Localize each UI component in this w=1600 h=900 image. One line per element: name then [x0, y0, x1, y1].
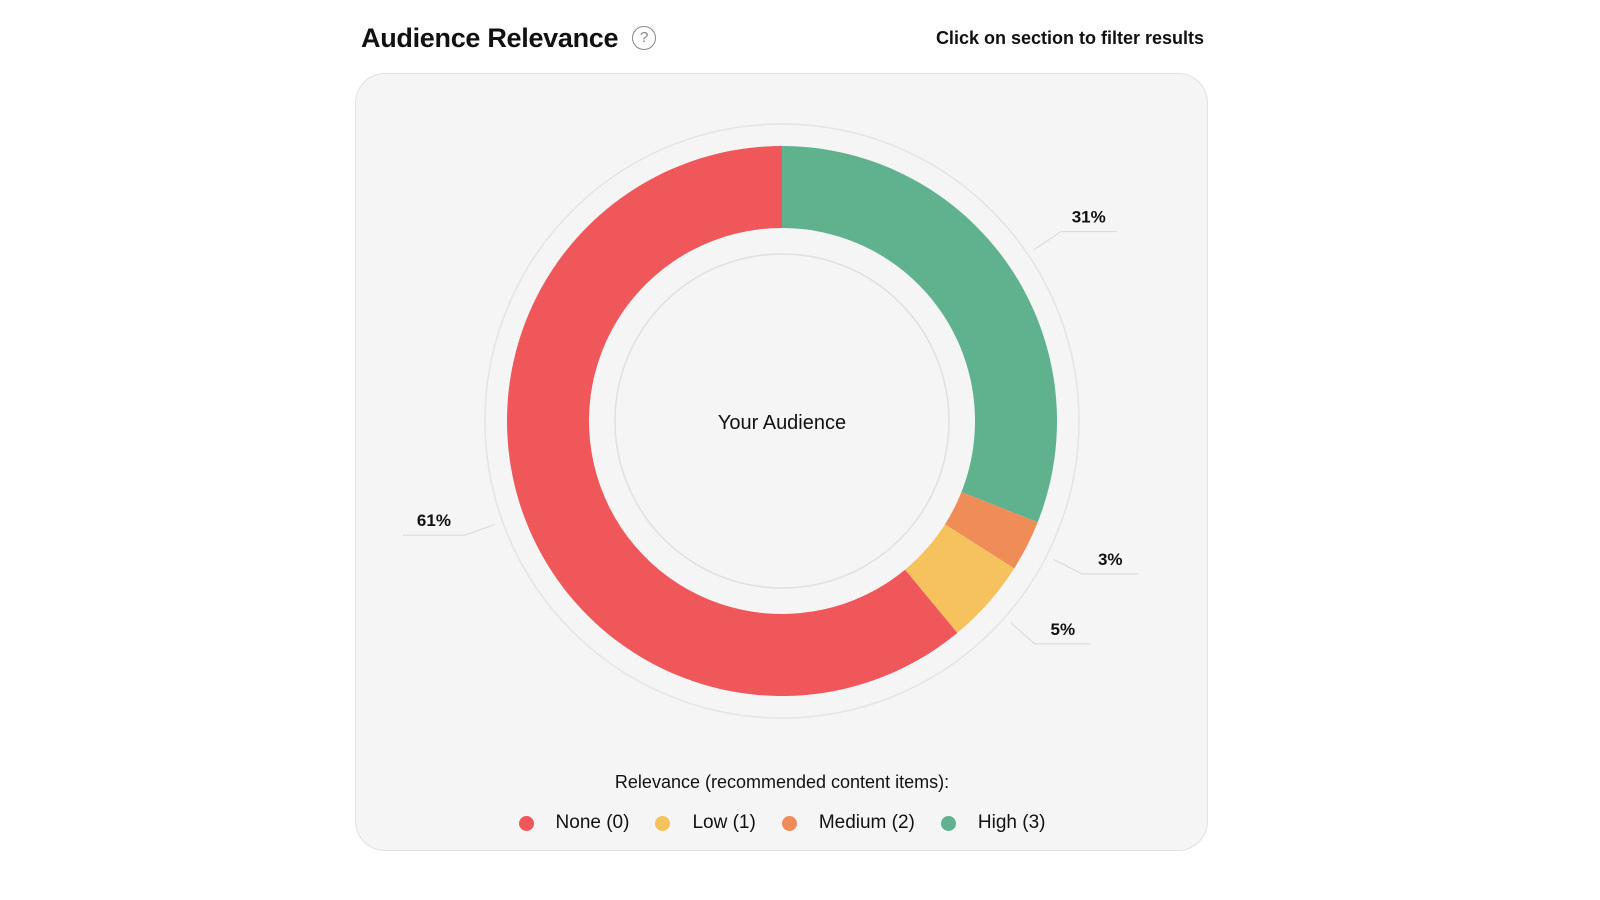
leader-line: [1053, 559, 1139, 575]
slice-medium[interactable]: [944, 492, 1038, 569]
data-label: 31%: [1072, 208, 1106, 227]
center-label: Your Audience: [718, 412, 846, 434]
legend-dot-icon: [655, 815, 671, 831]
legend-item[interactable]: High (3): [940, 812, 1046, 834]
legend: None (0) Low (1) Medium (2) High (3): [0, 812, 1564, 834]
inner-ring: [614, 253, 950, 589]
outer-ring: [484, 123, 1080, 719]
legend-item[interactable]: Medium (2): [781, 812, 915, 834]
legend-dot-icon: [940, 815, 956, 831]
data-label: 3%: [1098, 550, 1123, 569]
data-label: 5%: [1050, 620, 1075, 639]
legend-item[interactable]: None (0): [518, 812, 630, 834]
slice-none[interactable]: [507, 146, 958, 696]
legend-label: None (0): [555, 812, 630, 833]
legend-item[interactable]: Low (1): [655, 812, 756, 834]
legend-dot-icon: [781, 815, 797, 831]
slice-low[interactable]: [905, 524, 1015, 633]
data-label: 61%: [417, 511, 451, 530]
legend-label: Low (1): [692, 812, 756, 833]
legend-label: Medium (2): [818, 812, 915, 833]
slice-high[interactable]: [782, 146, 1057, 523]
legend-dot-icon: [518, 815, 534, 831]
leader-line: [1033, 231, 1117, 250]
leader-line: [1010, 622, 1091, 645]
leader-line: [402, 523, 496, 536]
help-icon[interactable]: ?: [632, 26, 657, 50]
legend-title: Relevance (recommended content items):: [614, 772, 950, 792]
filter-hint: Click on section to filter results: [935, 27, 1204, 48]
legend-label: High (3): [977, 812, 1046, 833]
page-title: Audience Relevance: [361, 22, 619, 53]
header: Audience Relevance ? Click on section to…: [361, 18, 1204, 58]
